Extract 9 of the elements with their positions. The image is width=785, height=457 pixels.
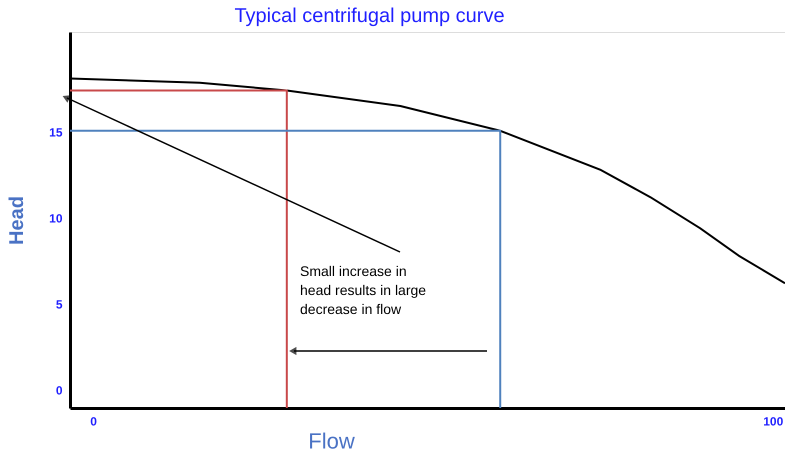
y-tick-label: 10 bbox=[49, 211, 63, 226]
y-axis-title: Head bbox=[6, 196, 28, 245]
y-tick-label: 15 bbox=[49, 125, 63, 140]
annotation: Small increase in head results in large decrease in flow bbox=[300, 263, 426, 317]
chart-title: Typical centrifugal pump curve bbox=[234, 5, 505, 27]
x-axis-title: Flow bbox=[308, 428, 355, 454]
y-tick-label: 5 bbox=[56, 297, 63, 312]
y-tick-label: 0 bbox=[56, 383, 63, 398]
x-tick-label: 100 bbox=[763, 414, 784, 428]
